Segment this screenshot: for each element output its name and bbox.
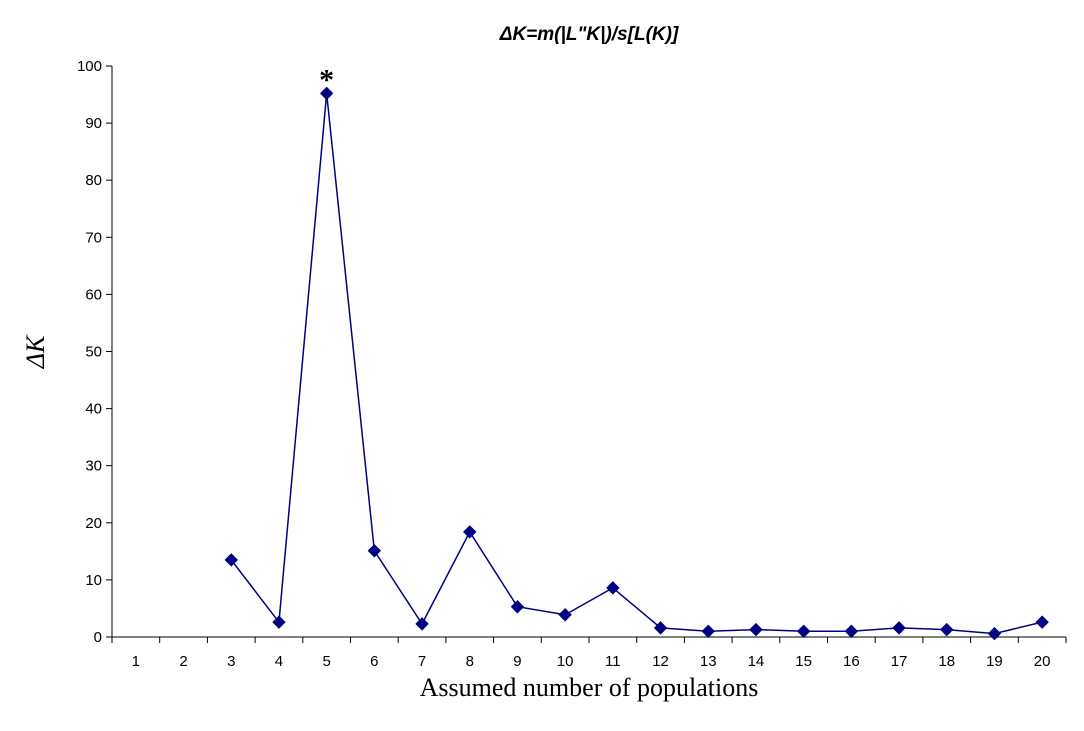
data-point bbox=[653, 621, 668, 635]
x-tick-label: 9 bbox=[513, 653, 521, 670]
y-tick-label: 80 bbox=[85, 172, 102, 189]
data-point bbox=[701, 624, 715, 638]
data-point bbox=[415, 617, 429, 631]
series-layer bbox=[224, 86, 1049, 641]
y-tick-label: 10 bbox=[85, 572, 102, 589]
x-tick-label: 14 bbox=[748, 653, 765, 670]
x-tick-label: 12 bbox=[652, 653, 669, 670]
series-line bbox=[230, 93, 1043, 635]
y-tick-label: 20 bbox=[85, 515, 102, 532]
annotation-layer: * bbox=[319, 63, 334, 96]
x-tick-label: 4 bbox=[275, 653, 283, 670]
x-tick-label: 19 bbox=[986, 653, 1003, 670]
x-tick-label: 15 bbox=[795, 653, 812, 670]
y-tick-label: 60 bbox=[85, 286, 102, 303]
x-tick-label: 7 bbox=[418, 653, 426, 670]
y-tick-label: 40 bbox=[85, 401, 102, 418]
x-axis-label: Assumed number of populations bbox=[420, 673, 759, 702]
data-point bbox=[510, 600, 525, 614]
x-tick-label: 3 bbox=[227, 653, 235, 670]
data-point bbox=[940, 622, 954, 637]
peak-asterisk: * bbox=[319, 63, 334, 96]
x-axis-ticks: 1 2 3 4 5 6 7 8 9 10 11 12 13 14 15 16 17 18 19 20 bbox=[111, 637, 1067, 670]
data-point bbox=[558, 608, 572, 622]
y-tick-label: 30 bbox=[85, 458, 102, 475]
y-tick-label: 90 bbox=[85, 115, 102, 132]
y-axis-label: ΔK bbox=[21, 334, 50, 369]
x-tick-label: 16 bbox=[843, 653, 860, 670]
data-point bbox=[892, 621, 906, 635]
x-tick-label: 8 bbox=[466, 653, 474, 670]
x-tick-label: 20 bbox=[1034, 653, 1051, 670]
data-point bbox=[844, 624, 859, 638]
x-tick-label: 6 bbox=[370, 653, 378, 670]
x-tick-label: 17 bbox=[891, 653, 908, 670]
data-point bbox=[319, 86, 334, 101]
x-tick-label: 18 bbox=[938, 653, 955, 670]
data-point bbox=[224, 553, 238, 567]
x-tick-label: 13 bbox=[700, 653, 717, 670]
data-point bbox=[1035, 615, 1049, 629]
data-point bbox=[463, 525, 477, 539]
data-point bbox=[987, 626, 1002, 641]
data-point bbox=[749, 622, 763, 637]
y-tick-label: 50 bbox=[85, 344, 102, 361]
x-tick-label: 5 bbox=[322, 653, 330, 670]
data-point bbox=[796, 624, 811, 638]
data-point bbox=[606, 581, 620, 595]
data-point bbox=[367, 544, 382, 558]
y-axis-ticks: 0 10 20 30 40 50 60 70 80 90 100 bbox=[77, 58, 112, 646]
y-tick-label: 0 bbox=[94, 629, 102, 646]
data-point bbox=[272, 615, 286, 629]
x-tick-label: 11 bbox=[605, 653, 621, 670]
x-tick-label: 1 bbox=[132, 653, 140, 670]
y-tick-label: 70 bbox=[85, 229, 102, 246]
x-tick-label: 10 bbox=[557, 653, 574, 670]
y-tick-label: 100 bbox=[77, 58, 102, 75]
chart-title: ΔK=m(|L"K|)/s[L(K)] bbox=[499, 24, 679, 45]
x-tick-label: 2 bbox=[179, 653, 187, 670]
